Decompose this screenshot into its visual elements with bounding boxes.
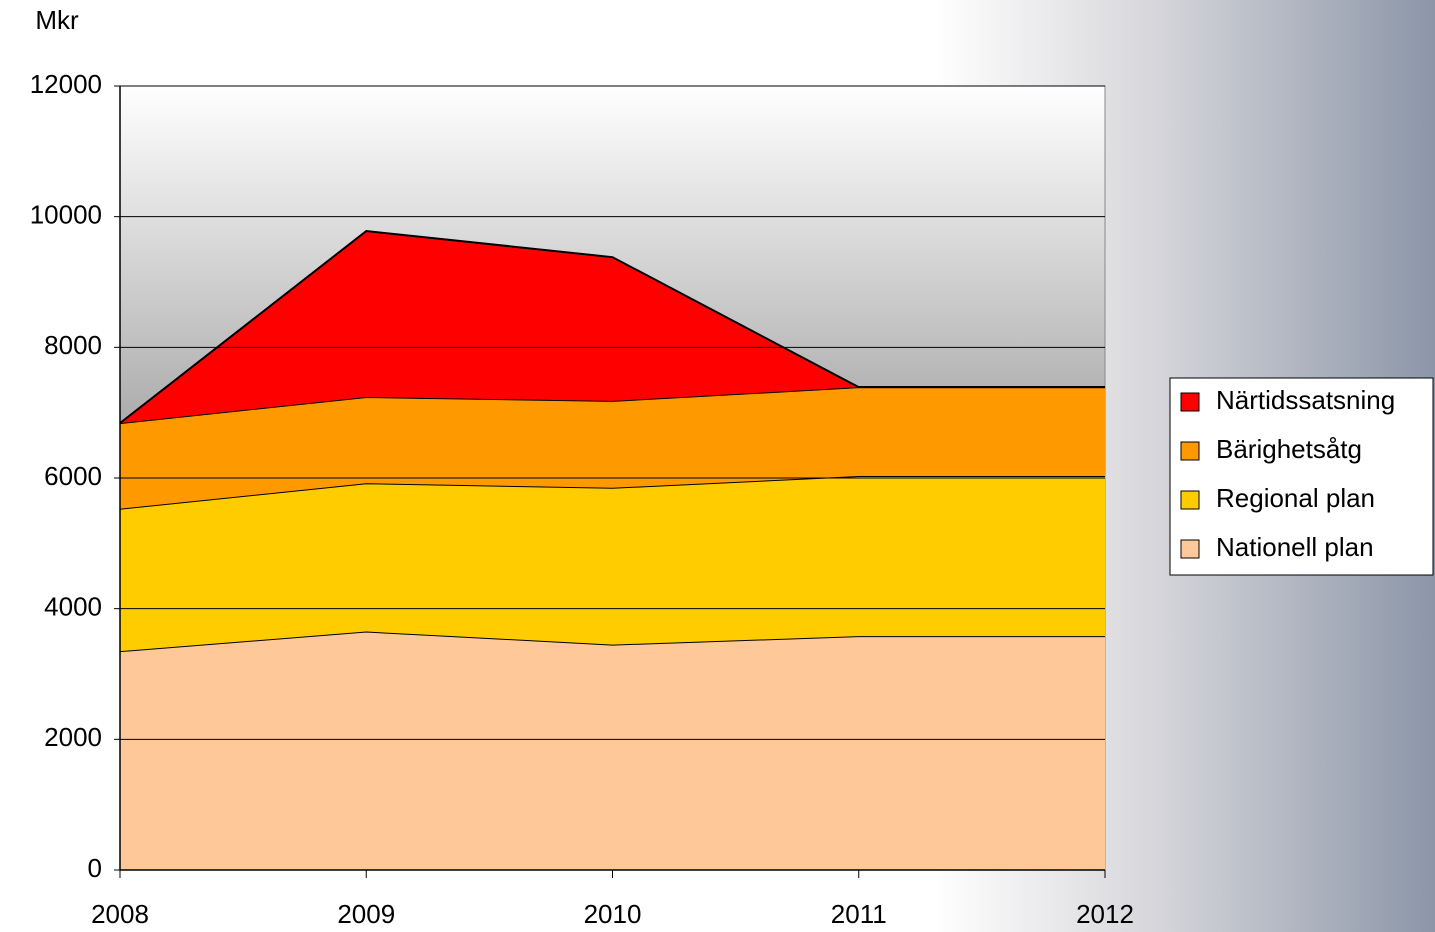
y-tick-label: 4000 bbox=[44, 592, 102, 622]
legend-swatch bbox=[1181, 393, 1199, 411]
y-tick-label: 10000 bbox=[30, 200, 102, 230]
y-tick-label: 2000 bbox=[44, 722, 102, 752]
area-fill bbox=[120, 632, 1105, 870]
x-tick-label: 2009 bbox=[337, 899, 395, 929]
legend-swatch bbox=[1181, 442, 1199, 460]
legend-label: Regional plan bbox=[1216, 483, 1375, 513]
area-fill bbox=[120, 476, 1105, 651]
y-axis-label: Mkr bbox=[35, 5, 79, 35]
legend-label: Närtidssatsning bbox=[1216, 385, 1395, 415]
x-tick-label: 2012 bbox=[1076, 899, 1134, 929]
legend-swatch bbox=[1181, 540, 1199, 558]
x-tick-label: 2010 bbox=[584, 899, 642, 929]
y-tick-label: 0 bbox=[88, 853, 102, 883]
legend-swatch bbox=[1181, 491, 1199, 509]
legend-label: Bärighetsåtg bbox=[1216, 434, 1362, 464]
chart: Mkr 0 2000 4000 6000 8000 10000 12000 2008 2009 2… bbox=[0, 0, 1435, 932]
legend-label: Nationell plan bbox=[1216, 532, 1374, 562]
x-tick-label: 2011 bbox=[831, 899, 887, 929]
y-tick-label: 6000 bbox=[44, 461, 102, 491]
x-tick-label: 2008 bbox=[91, 899, 149, 929]
y-tick-label: 8000 bbox=[44, 330, 102, 360]
y-tick-label: 12000 bbox=[30, 69, 102, 99]
